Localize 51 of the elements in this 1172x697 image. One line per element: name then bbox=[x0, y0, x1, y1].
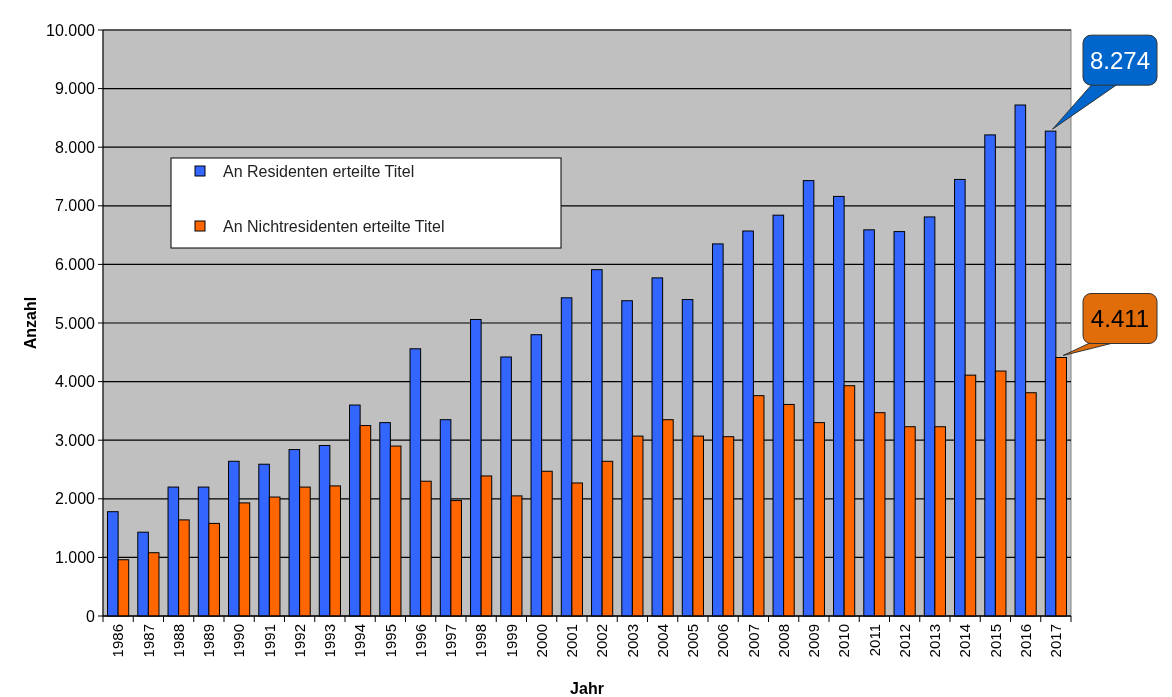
x-tick-label: 2009 bbox=[805, 624, 823, 658]
x-tick-label: 1986 bbox=[109, 624, 127, 658]
y-tick-label: 7.000 bbox=[54, 197, 96, 215]
x-tick-label: 2006 bbox=[714, 624, 732, 658]
callout: 8.274 bbox=[1052, 34, 1158, 130]
y-tick-label: 9.000 bbox=[54, 80, 96, 98]
x-tick-label: 1998 bbox=[472, 624, 490, 658]
x-tick-label: 1989 bbox=[200, 624, 218, 658]
y-tick-label: 6.000 bbox=[54, 256, 96, 273]
x-axis-title: Jahr bbox=[570, 680, 604, 697]
x-tick-label: 2011 bbox=[865, 624, 883, 657]
x-tick-label: 2016 bbox=[1016, 624, 1034, 658]
y-tick-label: 5.000 bbox=[54, 314, 96, 332]
x-tick-label: 2003 bbox=[623, 624, 641, 658]
x-tick-label: 2001 bbox=[563, 624, 581, 658]
y-tick-label: 3.000 bbox=[54, 431, 96, 449]
x-tick-label: 2010 bbox=[835, 624, 853, 658]
x-tick-label: 1992 bbox=[290, 624, 308, 658]
x-tick-label: 2014 bbox=[956, 624, 974, 658]
x-tick-label: 1997 bbox=[442, 624, 460, 658]
x-tick-label: 1991 bbox=[260, 624, 278, 658]
legend-label: An Nichtresidenten erteilte Titel bbox=[223, 217, 445, 235]
x-tick-label: 1993 bbox=[321, 624, 339, 658]
x-tick-label: 2007 bbox=[744, 624, 762, 658]
x-tick-label: 1994 bbox=[351, 624, 369, 658]
y-tick-label: 2.000 bbox=[54, 490, 96, 508]
y-tick-label: 0 bbox=[86, 607, 96, 625]
x-tick-label: 2015 bbox=[986, 624, 1004, 658]
y-tick-label: 8.000 bbox=[54, 138, 96, 156]
x-tick-label: 1995 bbox=[381, 624, 399, 658]
legend-label: An Residenten erteilte Titel bbox=[223, 162, 415, 180]
x-tick-label: 2013 bbox=[926, 624, 944, 658]
x-tick-label: 2005 bbox=[684, 624, 702, 658]
x-tick-label: 1999 bbox=[502, 624, 520, 658]
y-tick-label: 4.000 bbox=[54, 373, 96, 391]
x-tick-label: 2008 bbox=[774, 624, 792, 658]
x-tick-label: 2000 bbox=[532, 624, 550, 658]
x-tick-label: 1988 bbox=[169, 624, 187, 658]
x-tick-label: 1987 bbox=[139, 624, 157, 658]
x-tick-label: 2017 bbox=[1047, 624, 1065, 658]
x-tick-label: 1990 bbox=[230, 624, 248, 658]
callout: 4.411 bbox=[1062, 293, 1158, 356]
x-tick-label: 2002 bbox=[593, 624, 611, 658]
annotation: 4.411 bbox=[1090, 304, 1150, 332]
annotation: 8.274 bbox=[1089, 46, 1151, 74]
y-axis-title: Anzahl bbox=[22, 296, 39, 350]
x-tick-label: 2004 bbox=[653, 624, 671, 658]
y-tick-label: 10.000 bbox=[46, 21, 96, 39]
x-tick-label: 1996 bbox=[411, 624, 429, 658]
y-tick-label: 1.000 bbox=[54, 549, 96, 566]
x-tick-label: 2012 bbox=[895, 624, 913, 658]
